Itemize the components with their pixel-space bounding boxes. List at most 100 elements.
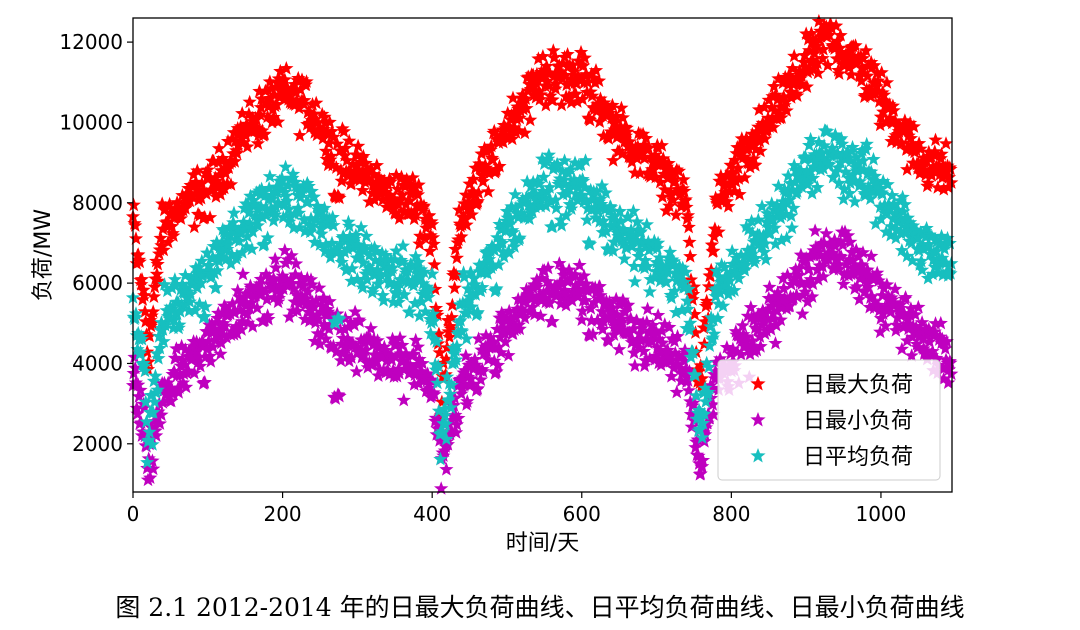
data-point (626, 203, 641, 218)
data-point (392, 330, 408, 345)
data-point (932, 329, 948, 344)
data-point (843, 234, 858, 249)
data-point (885, 188, 900, 202)
data-point (906, 218, 921, 232)
data-point (707, 221, 722, 236)
data-point (478, 255, 493, 270)
data-point (893, 297, 908, 312)
plot-area (125, 13, 959, 495)
data-point (558, 285, 573, 300)
data-point (354, 220, 369, 234)
data-point (771, 71, 786, 85)
data-point (798, 60, 813, 74)
data-point (678, 264, 693, 279)
data-point (564, 95, 579, 109)
data-point (692, 456, 707, 470)
data-point (862, 83, 877, 98)
data-point (446, 265, 461, 279)
data-point (739, 219, 754, 233)
data-point (390, 181, 405, 196)
data-point (576, 58, 591, 72)
data-point (626, 321, 641, 336)
data-point (468, 357, 483, 372)
data-point (538, 97, 553, 112)
data-point (312, 280, 327, 295)
data-point (348, 227, 363, 242)
data-point (760, 110, 776, 125)
data-point (553, 64, 568, 79)
data-point (154, 238, 169, 252)
data-point (442, 329, 457, 344)
data-point (742, 346, 758, 361)
data-point (334, 336, 349, 351)
data-point (290, 303, 305, 318)
data-point (360, 360, 375, 374)
data-point (198, 299, 213, 313)
data-point (284, 248, 299, 262)
data-point (927, 144, 942, 158)
data-point (702, 338, 717, 352)
data-point (585, 192, 600, 206)
data-point (432, 433, 447, 447)
data-point (892, 211, 907, 225)
data-point (814, 145, 829, 159)
data-point (872, 94, 887, 108)
data-point (224, 324, 239, 338)
data-point (758, 252, 773, 266)
data-point (301, 178, 316, 193)
data-point (546, 43, 561, 57)
data-point (904, 235, 919, 250)
data-point (192, 296, 207, 311)
data-point (630, 214, 645, 228)
data-point (347, 317, 362, 332)
data-point (541, 147, 556, 162)
data-point (768, 336, 783, 350)
data-point (508, 310, 523, 324)
data-point (620, 124, 635, 139)
data-point (164, 280, 179, 295)
data-point (470, 305, 485, 319)
data-point (353, 246, 368, 260)
data-point (733, 247, 749, 262)
data-point (693, 358, 708, 372)
data-point (651, 152, 666, 166)
data-point (653, 344, 668, 358)
data-point (494, 305, 509, 320)
data-point (326, 218, 341, 232)
data-point (798, 284, 813, 299)
data-point (507, 239, 522, 253)
data-point (816, 269, 831, 283)
data-point (434, 481, 449, 495)
data-point (320, 126, 335, 141)
data-point (175, 276, 190, 291)
data-point (682, 364, 697, 378)
data-point (153, 230, 168, 245)
data-point (733, 145, 749, 159)
data-point (166, 386, 181, 401)
data-point (391, 295, 406, 309)
data-point (517, 310, 533, 325)
data-point (840, 145, 856, 160)
data-point (887, 198, 902, 212)
data-point (500, 105, 515, 120)
data-point (411, 177, 426, 192)
data-point (592, 279, 607, 293)
data-point (211, 154, 226, 169)
data-point (695, 415, 711, 430)
data-point (563, 162, 578, 176)
data-point (836, 276, 851, 291)
data-point (317, 200, 332, 215)
data-point (306, 189, 322, 204)
data-point (296, 278, 311, 292)
data-point (277, 243, 292, 257)
data-point (652, 331, 667, 346)
data-point (611, 229, 626, 243)
data-point (779, 103, 794, 117)
data-point (916, 241, 931, 256)
data-point (483, 330, 498, 344)
data-point (371, 368, 386, 382)
data-point (627, 258, 642, 273)
data-point (723, 157, 738, 172)
data-point (725, 341, 740, 356)
data-point (663, 352, 678, 366)
